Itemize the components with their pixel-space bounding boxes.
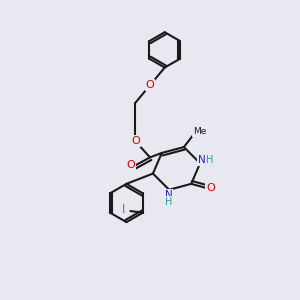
Text: H: H: [206, 155, 213, 165]
Text: H: H: [165, 197, 172, 207]
Text: N: N: [165, 190, 172, 200]
Text: I: I: [122, 203, 125, 216]
Text: O: O: [146, 80, 154, 90]
Text: O: O: [127, 160, 135, 170]
Text: Me: Me: [193, 127, 206, 136]
Text: N: N: [198, 155, 206, 165]
Text: O: O: [131, 136, 140, 146]
Text: O: O: [206, 183, 215, 193]
